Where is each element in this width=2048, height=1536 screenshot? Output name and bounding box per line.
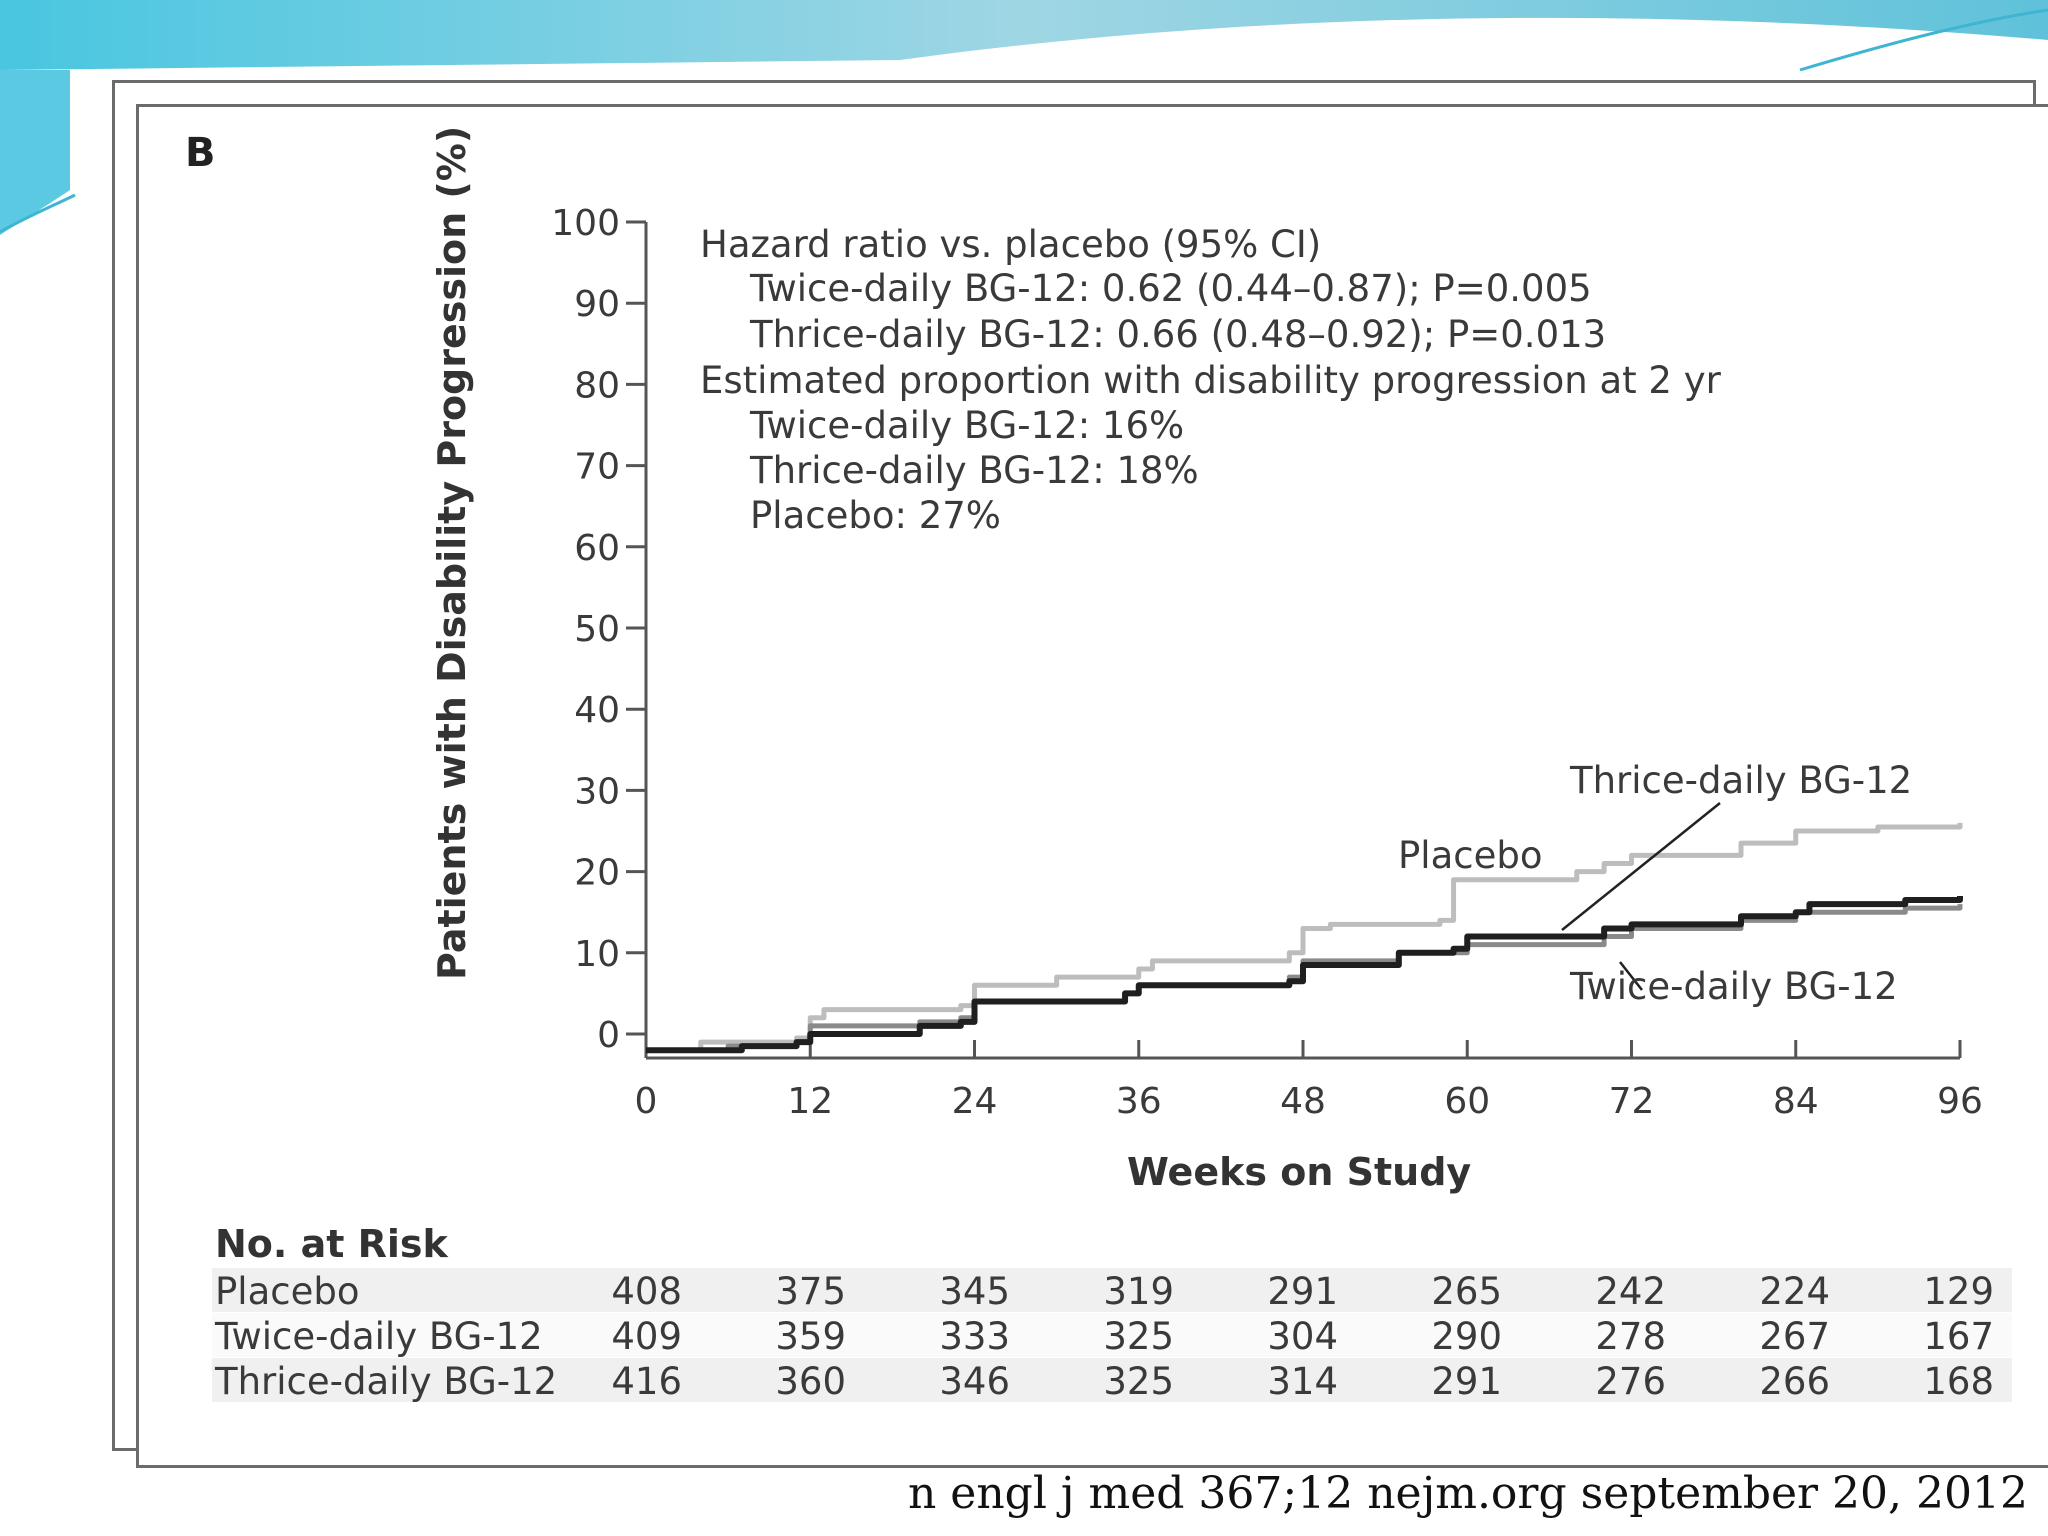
risk-cell: 168 xyxy=(1923,1360,1994,1403)
risk-row-band xyxy=(212,1313,2012,1357)
risk-cell: 167 xyxy=(1923,1315,1994,1358)
est-thrice: Thrice-daily BG-12: 18% xyxy=(750,449,1199,492)
y-axis-label: Patients with Disability Progression (%) xyxy=(430,125,474,980)
risk-cell: 325 xyxy=(1103,1360,1174,1403)
risk-cell: 409 xyxy=(611,1315,682,1358)
hr-thrice: Thrice-daily BG-12: 0.66 (0.48–0.92); P=… xyxy=(750,313,1607,356)
risk-cell: 375 xyxy=(775,1270,846,1313)
y-tick-label: 50 xyxy=(574,609,620,650)
panel-letter: B xyxy=(185,130,216,176)
y-tick-label: 80 xyxy=(574,365,620,406)
citation: n engl j med 367;12 nejm.org september 2… xyxy=(907,1468,2028,1519)
risk-row-label: Twice-daily BG-12 xyxy=(215,1315,543,1358)
series-label-thrice: Thrice-daily BG-12 xyxy=(1570,759,1913,802)
risk-cell: 345 xyxy=(939,1270,1010,1313)
est-placebo: Placebo: 27% xyxy=(750,494,1001,537)
x-tick-label: 48 xyxy=(1280,1081,1326,1122)
y-tick-label: 10 xyxy=(574,934,620,975)
risk-cell: 325 xyxy=(1103,1315,1174,1358)
risk-cell: 333 xyxy=(939,1315,1010,1358)
risk-cell: 291 xyxy=(1431,1360,1502,1403)
series-line-placebo xyxy=(646,822,1963,1053)
risk-cell: 360 xyxy=(775,1360,846,1403)
hr-title: Hazard ratio vs. placebo (95% CI) xyxy=(700,223,1322,266)
risk-cell: 129 xyxy=(1923,1270,1994,1313)
x-tick-label: 84 xyxy=(1773,1081,1819,1122)
y-tick-label: 90 xyxy=(574,284,620,325)
risk-cell: 291 xyxy=(1267,1270,1338,1313)
series-label-twice: Twice-daily BG-12 xyxy=(1570,965,1898,1008)
risk-row-label: Placebo xyxy=(215,1270,360,1313)
hr-twice: Twice-daily BG-12: 0.62 (0.44–0.87); P=0… xyxy=(750,267,1592,310)
risk-cell: 266 xyxy=(1759,1360,1830,1403)
series-label-placebo: Placebo xyxy=(1398,834,1543,877)
x-tick-label: 60 xyxy=(1444,1081,1490,1122)
slide-background-swoosh xyxy=(0,0,2048,235)
y-tick-label: 20 xyxy=(574,853,620,894)
risk-cell: 314 xyxy=(1267,1360,1338,1403)
x-tick-label: 96 xyxy=(1937,1081,1983,1122)
risk-cell: 359 xyxy=(775,1315,846,1358)
figure-panel xyxy=(136,104,2048,1468)
risk-cell: 416 xyxy=(611,1360,682,1403)
risk-table-title: No. at Risk xyxy=(215,1222,448,1266)
y-tick-label: 100 xyxy=(551,203,620,244)
risk-cell: 242 xyxy=(1595,1270,1666,1313)
est-title: Estimated proportion with disability pro… xyxy=(700,359,1721,402)
y-tick-label: 0 xyxy=(597,1015,620,1056)
y-tick-label: 40 xyxy=(574,690,620,731)
risk-cell: 278 xyxy=(1595,1315,1666,1358)
x-axis-label: Weeks on Study xyxy=(1127,1150,1472,1194)
risk-cell: 304 xyxy=(1267,1315,1338,1358)
y-tick-label: 70 xyxy=(574,447,620,488)
leader-line-thrice xyxy=(1561,802,1721,931)
est-twice: Twice-daily BG-12: 16% xyxy=(750,404,1185,447)
y-tick-label: 30 xyxy=(574,771,620,812)
leader-line-twice xyxy=(1619,961,1643,991)
risk-cell: 276 xyxy=(1595,1360,1666,1403)
risk-cell: 267 xyxy=(1759,1315,1830,1358)
risk-row-label: Thrice-daily BG-12 xyxy=(215,1360,558,1403)
risk-cell: 408 xyxy=(611,1270,682,1313)
risk-cell: 290 xyxy=(1431,1315,1502,1358)
x-tick-label: 24 xyxy=(952,1081,998,1122)
risk-cell: 265 xyxy=(1431,1270,1502,1313)
x-tick-label: 0 xyxy=(635,1081,658,1122)
risk-row-band xyxy=(212,1358,2012,1402)
y-tick-label: 60 xyxy=(574,528,620,569)
x-tick-label: 72 xyxy=(1609,1081,1655,1122)
risk-cell: 224 xyxy=(1759,1270,1830,1313)
series-line-thrice-daily-bg-12 xyxy=(646,895,1963,1054)
risk-cell: 319 xyxy=(1103,1270,1174,1313)
x-tick-label: 12 xyxy=(787,1081,833,1122)
x-tick-label: 36 xyxy=(1116,1081,1162,1122)
risk-cell: 346 xyxy=(939,1360,1010,1403)
risk-row-band xyxy=(212,1268,2012,1312)
